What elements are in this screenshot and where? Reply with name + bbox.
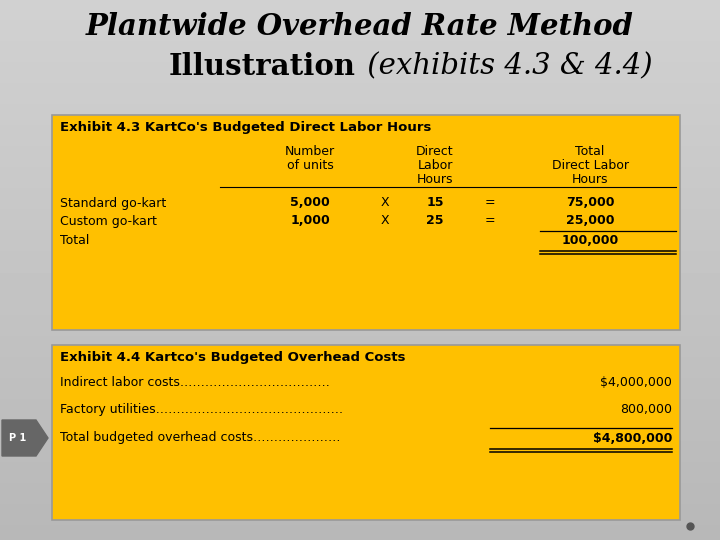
Text: Direct: Direct bbox=[416, 145, 454, 158]
Text: Indirect labor costs………………………………: Indirect labor costs……………………………… bbox=[60, 376, 330, 389]
Bar bbox=[52, 115, 680, 330]
Text: =: = bbox=[485, 214, 495, 227]
Text: X: X bbox=[381, 197, 390, 210]
Text: Total: Total bbox=[575, 145, 605, 158]
Text: Total budgeted overhead costs…………………: Total budgeted overhead costs………………… bbox=[60, 431, 341, 444]
Text: Total: Total bbox=[60, 234, 89, 247]
Text: Exhibit 4.3 KartCo's Budgeted Direct Labor Hours: Exhibit 4.3 KartCo's Budgeted Direct Lab… bbox=[60, 121, 431, 134]
Text: 25: 25 bbox=[426, 214, 444, 227]
Text: =: = bbox=[485, 197, 495, 210]
Text: Hours: Hours bbox=[417, 173, 454, 186]
Text: Plantwide Overhead Rate Method: Plantwide Overhead Rate Method bbox=[86, 12, 634, 41]
Text: (exhibits 4.3 & 4.4): (exhibits 4.3 & 4.4) bbox=[358, 52, 652, 80]
Text: Direct Labor: Direct Labor bbox=[552, 159, 629, 172]
Polygon shape bbox=[2, 420, 48, 456]
Text: Number: Number bbox=[285, 145, 335, 158]
Text: of units: of units bbox=[287, 159, 333, 172]
Text: Labor: Labor bbox=[418, 159, 453, 172]
Text: $4,800,000: $4,800,000 bbox=[593, 431, 672, 444]
Text: 1,000: 1,000 bbox=[290, 214, 330, 227]
Text: Hours: Hours bbox=[572, 173, 608, 186]
Text: X: X bbox=[381, 214, 390, 227]
Text: 100,000: 100,000 bbox=[562, 234, 618, 247]
Text: Illustration: Illustration bbox=[168, 52, 355, 81]
Text: P 1: P 1 bbox=[9, 433, 27, 443]
Text: 15: 15 bbox=[426, 197, 444, 210]
Text: Standard go-kart: Standard go-kart bbox=[60, 197, 166, 210]
Text: 5,000: 5,000 bbox=[290, 197, 330, 210]
Text: Custom go-kart: Custom go-kart bbox=[60, 214, 157, 227]
Text: 800,000: 800,000 bbox=[620, 402, 672, 415]
Text: Factory utilities………………………………………: Factory utilities……………………………………… bbox=[60, 402, 343, 415]
Text: 75,000: 75,000 bbox=[566, 197, 614, 210]
Text: Exhibit 4.4 Kartco's Budgeted Overhead Costs: Exhibit 4.4 Kartco's Budgeted Overhead C… bbox=[60, 351, 405, 364]
Text: 25,000: 25,000 bbox=[566, 214, 614, 227]
Bar bbox=[52, 345, 680, 520]
Text: $4,000,000: $4,000,000 bbox=[600, 376, 672, 389]
